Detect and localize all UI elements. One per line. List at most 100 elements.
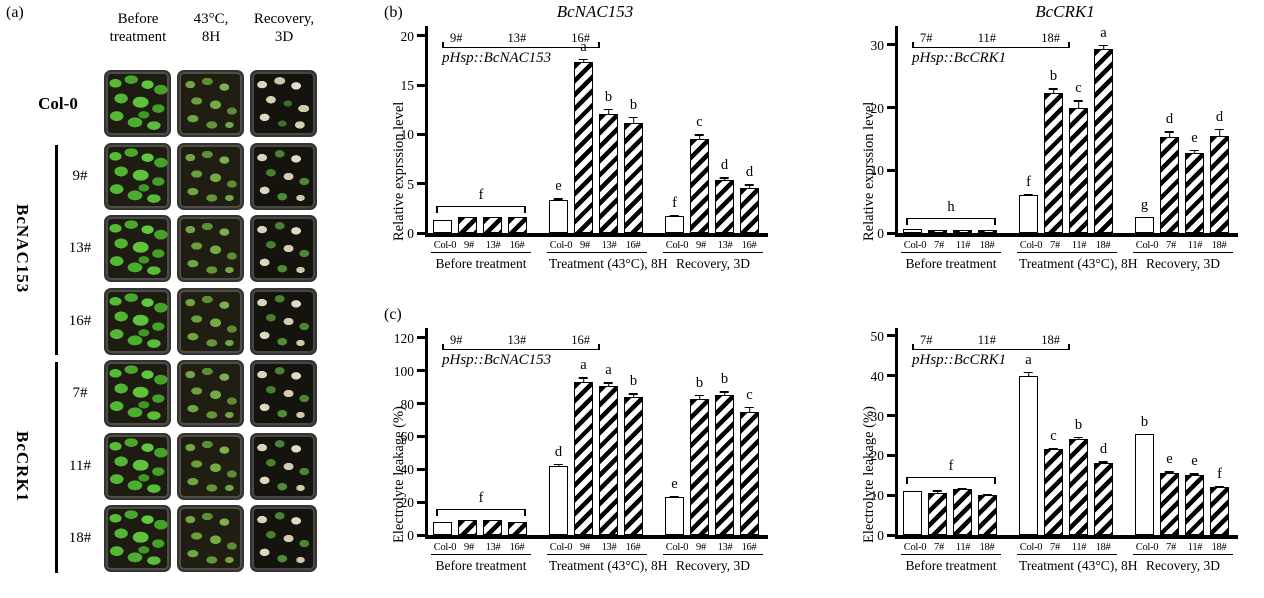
- group-name: Before treatment: [905, 558, 997, 573]
- error-bar-cap: [1165, 471, 1174, 473]
- group-name: Recovery, 3D: [675, 256, 751, 271]
- y-tick-label: 20: [870, 100, 885, 116]
- group-name: Treatment (43°C), 8H: [549, 256, 668, 271]
- column-header-heat-8h: 43°C, 8H: [177, 10, 245, 46]
- x-tick-label: 13#: [717, 240, 733, 251]
- bar-wrap: [458, 217, 477, 233]
- chart-bcnac153-expression: BcNAC153 Relative exprssion level 0 5 10 15…: [375, 2, 775, 272]
- bar-wrap: d: [1160, 111, 1179, 233]
- error-bar-cap: [579, 377, 588, 379]
- error-bar-cap: [745, 184, 754, 186]
- error-bar-cap: [745, 406, 754, 409]
- y-tick-label: 15: [400, 78, 415, 94]
- x-tick-label: Col-0: [1019, 542, 1043, 553]
- significance-bracket: [436, 206, 526, 214]
- hatched-bar: [740, 411, 759, 535]
- bar-group: f: [433, 490, 529, 535]
- significance-letter: b: [1140, 413, 1149, 430]
- hatched-bar: [574, 61, 593, 233]
- error-bar-cap: [1215, 128, 1224, 131]
- significance-letter: c: [1075, 80, 1082, 97]
- bar-wrap: c: [690, 114, 709, 233]
- bar-wrap: [433, 220, 452, 233]
- y-tick: [887, 493, 898, 497]
- x-tick-labels: Col-0 9# 13# 16#: [665, 240, 761, 251]
- y-tick: [417, 467, 428, 471]
- open-bar: [1019, 375, 1038, 535]
- error-bar-cap: [604, 108, 613, 111]
- error-bar: [745, 406, 754, 412]
- error-bar-cap: [629, 116, 638, 119]
- significance-letter: e: [1191, 129, 1198, 146]
- line-number-label: 18#: [1041, 333, 1060, 347]
- bar-wrap: a: [599, 362, 618, 535]
- y-tick: [887, 374, 898, 378]
- error-bar: [745, 184, 754, 188]
- hatched-bar: [458, 520, 477, 535]
- plant-photo: [177, 215, 244, 282]
- line-number-label: 18#: [1041, 31, 1060, 45]
- group-name: Treatment (43°C), 8H: [1019, 558, 1138, 573]
- error-bar: [604, 108, 613, 114]
- panel-a-label: (a): [6, 4, 24, 21]
- group-underline: [1017, 554, 1117, 555]
- significance-bracket: [436, 509, 526, 517]
- significance-letter: f: [478, 490, 484, 507]
- error-bar: [554, 198, 563, 200]
- significance-letter: e: [671, 475, 678, 492]
- open-bar: [665, 497, 684, 535]
- y-tick-label: 40: [400, 462, 415, 478]
- y-tick-label: 10: [400, 127, 415, 143]
- significance-bracket: [906, 217, 996, 225]
- x-tick-labels: Col-0 7# 11# 18#: [1019, 542, 1115, 553]
- x-tick-label: 7#: [934, 240, 944, 251]
- chart-bccrk1-electrolyte-leakage: Electrolyte leakage (%) 0 10 20 30 40 50 7# 11#…: [845, 304, 1245, 574]
- chart-bccrk1-expression: BcCRK1 Relative exprssion level 0 10 20 30 7…: [845, 2, 1245, 272]
- hatched-bar: [690, 139, 709, 233]
- line-number-label: 7#: [920, 333, 933, 347]
- error-bar: [604, 382, 613, 386]
- line-number-label: 9#: [450, 31, 463, 45]
- bracket-tick: [524, 207, 526, 214]
- x-tick-labels: Col-0 9# 13# 16#: [665, 542, 761, 553]
- hatched-bar: [1094, 463, 1113, 535]
- significance-letter: d: [1165, 111, 1174, 128]
- bar-wrap: [458, 520, 477, 535]
- significance-letter: f: [948, 457, 954, 474]
- error-bar-cap: [1165, 131, 1174, 133]
- bar-wrap: f: [665, 195, 684, 233]
- error-bar: [1099, 44, 1108, 50]
- plant-photo: [104, 432, 171, 500]
- y-tick-label: 20: [400, 28, 415, 44]
- group-name: Before treatment: [435, 558, 527, 573]
- line-number-label: 13#: [507, 31, 527, 45]
- significance-letter: b: [629, 96, 638, 113]
- bar-wrap: d: [1210, 109, 1229, 233]
- error-bar-cap: [554, 198, 563, 200]
- header-line: 3D: [274, 29, 294, 45]
- error-bar: [1190, 473, 1199, 476]
- hatched-bar: [1185, 475, 1204, 535]
- significance-letter: h: [947, 198, 955, 215]
- bracket-tick: [436, 207, 438, 214]
- x-tick-label: 16#: [625, 542, 641, 553]
- plant-photo: [250, 287, 317, 355]
- x-tick-label: 7#: [1166, 240, 1176, 251]
- x-tick-labels: Col-0 9# 13# 16#: [549, 240, 645, 251]
- significance-letter: d: [720, 157, 729, 174]
- plant-photo: [104, 215, 171, 282]
- bar-wrap: b: [1069, 417, 1088, 535]
- y-tick: [887, 453, 898, 457]
- error-bar: [1074, 100, 1083, 108]
- chart-bcnac153-electrolyte-leakage: Electrolyte leakage (%) 0 20 40 60 80 100 120 9…: [375, 304, 775, 574]
- x-tick-labels: Col-0 7# 11# 18#: [903, 542, 999, 553]
- y-tick: [887, 414, 898, 418]
- y-tick: [417, 434, 428, 438]
- x-tick-label: 11#: [1071, 542, 1087, 553]
- bar-wrap: [953, 229, 972, 233]
- group-name: Recovery, 3D: [675, 558, 751, 573]
- x-tick-labels: Col-0 9# 13# 16#: [433, 240, 529, 251]
